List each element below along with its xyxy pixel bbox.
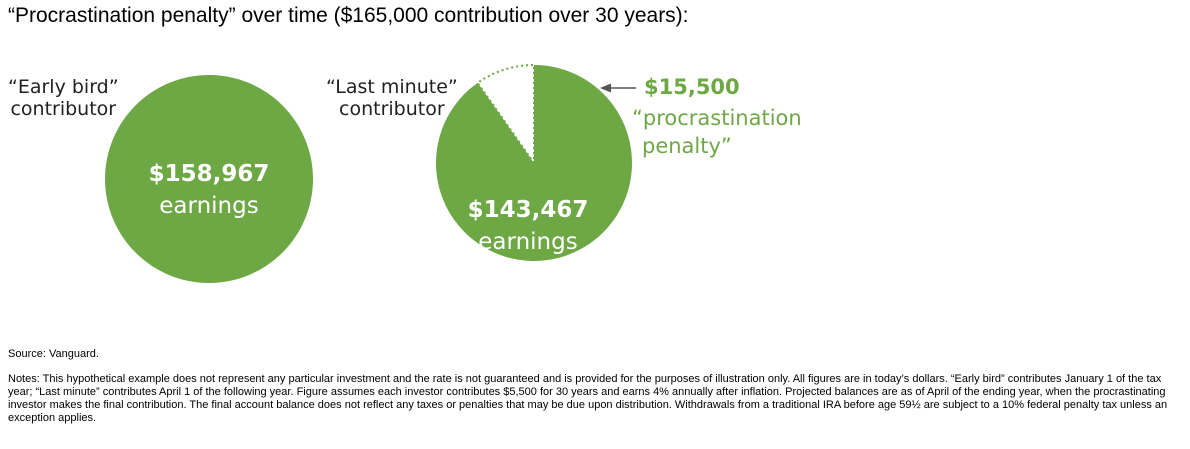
pie-1-slice-earnings-text-label: earnings bbox=[159, 193, 258, 219]
pie-2-label-line-2: contributor bbox=[339, 98, 445, 120]
pie-2-slice-earnings-value-label: $143,467 bbox=[468, 197, 589, 223]
penalty-arrow bbox=[600, 83, 636, 93]
chart-title: “Procrastination penalty” over time ($16… bbox=[8, 4, 689, 27]
penalty-text-line-1: “procrastination bbox=[632, 106, 802, 130]
pie-2-slice-earnings-text-label: earnings bbox=[478, 229, 577, 255]
pie-last-minute: $143,467 earnings bbox=[435, 63, 632, 261]
pie-early-bird: $158,967 earnings bbox=[105, 75, 313, 283]
pie-1-label-line-1: “Early bird” bbox=[8, 76, 119, 98]
notes-text: Notes: This hypothetical example does no… bbox=[8, 373, 1168, 424]
source-note: Source: Vanguard. bbox=[8, 348, 99, 360]
pie-1-label-line-2: contributor bbox=[10, 98, 117, 120]
penalty-text-line-2: penalty” bbox=[642, 134, 732, 158]
pie-1-slice-earnings bbox=[105, 75, 313, 283]
pie-2-label-line-1: “Last minute” bbox=[326, 76, 458, 98]
pie-1-label: “Early bird” contributor bbox=[8, 76, 119, 120]
pie-1-slice-earnings-value-label: $158,967 bbox=[149, 161, 270, 187]
penalty-value-label: $15,500 bbox=[644, 75, 740, 99]
penalty-text-label: “procrastination penalty” bbox=[632, 104, 802, 160]
pie-2-label: “Last minute” contributor bbox=[326, 76, 458, 120]
